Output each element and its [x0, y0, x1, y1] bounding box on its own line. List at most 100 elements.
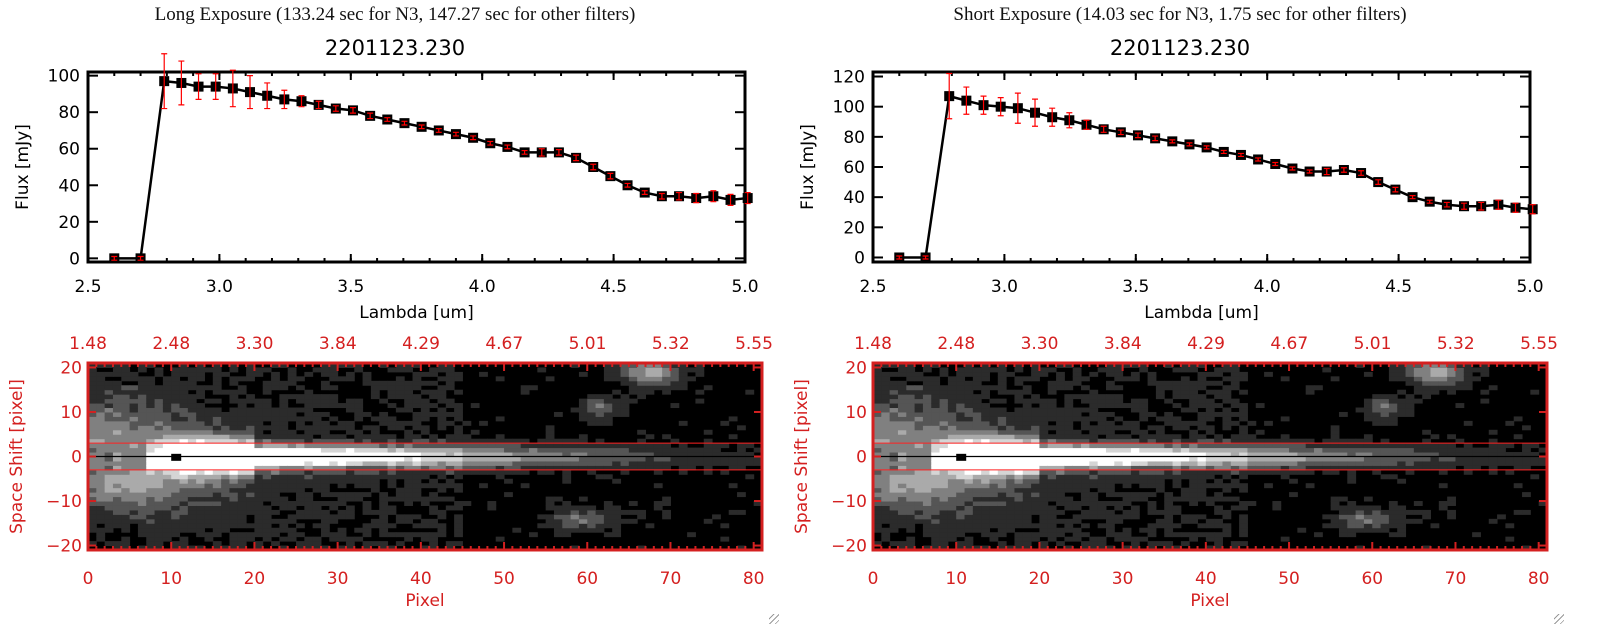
image-pixel	[922, 434, 932, 440]
image-pixel	[104, 443, 114, 449]
image-pixel	[1239, 523, 1248, 529]
image-pixel	[889, 425, 899, 431]
image-pixel	[1081, 394, 1090, 400]
error-bar	[315, 100, 322, 110]
image-pixel	[1422, 389, 1432, 395]
image-pixel	[956, 523, 966, 529]
image-pixel	[1022, 376, 1032, 382]
image-pixel	[146, 376, 156, 382]
image-pixel	[229, 496, 239, 502]
image-pixel	[1072, 487, 1082, 493]
image-pixel	[897, 416, 907, 422]
image-pixel	[1197, 411, 1207, 417]
image-pixel	[479, 420, 488, 426]
image-pixel	[146, 416, 156, 422]
error-bar	[281, 89, 288, 110]
image-pixel	[1447, 371, 1456, 377]
image-pixel	[271, 447, 280, 453]
image-pixel	[881, 416, 891, 422]
image-pixel	[262, 523, 272, 529]
image-pixel	[146, 487, 156, 493]
image-pixel	[254, 492, 264, 498]
image-pixel	[956, 496, 966, 502]
image-pixel	[981, 501, 990, 506]
image-pixel	[512, 443, 522, 449]
image-pixel	[112, 363, 122, 368]
image-pixel	[603, 420, 613, 426]
image-pixel	[1056, 460, 1065, 466]
image-pixel	[362, 523, 372, 529]
image-pixel	[595, 465, 605, 471]
image-pixel	[1355, 363, 1365, 368]
image-pixel	[1172, 420, 1182, 426]
image-pixel	[1222, 385, 1232, 391]
image-pixel	[1197, 385, 1207, 391]
image-pixel	[1363, 447, 1373, 453]
image-pixel	[187, 527, 197, 533]
resize-grip[interactable]	[1554, 614, 1564, 624]
image-pixel	[1122, 501, 1132, 506]
image-pixel	[897, 505, 907, 511]
image-pixel	[922, 407, 932, 413]
image-pixel	[129, 385, 139, 391]
image-pixel	[545, 429, 555, 435]
image-pixel	[1222, 496, 1232, 502]
image-pixel	[1072, 447, 1082, 453]
image-pixel	[337, 456, 347, 462]
image-pixel	[1014, 394, 1024, 400]
image-pixel	[570, 456, 580, 462]
image-pixel	[1405, 403, 1415, 409]
image-pixel	[728, 456, 738, 462]
image-pixel	[395, 389, 405, 395]
image-pixel	[1014, 380, 1024, 386]
image-pixel	[320, 443, 330, 449]
image-pixel	[445, 434, 455, 440]
image-pixel	[1006, 469, 1015, 475]
image-pixel	[271, 371, 280, 377]
image-pixel	[104, 429, 114, 435]
resize-grip[interactable]	[769, 614, 779, 624]
image-pixel	[989, 505, 999, 511]
image-pixel	[387, 469, 397, 475]
image-pixel	[279, 380, 289, 386]
image-pixel	[337, 420, 347, 426]
image-pixel	[146, 492, 156, 498]
image-pixel	[578, 509, 588, 515]
image-pixel	[553, 456, 563, 462]
image-pixel	[387, 443, 397, 449]
image-pixel	[603, 363, 613, 368]
image-pixel	[1147, 527, 1157, 533]
image-pixel	[712, 460, 721, 466]
image-pixel	[104, 416, 114, 422]
image-pixel	[1081, 532, 1090, 538]
image-pixel	[1072, 478, 1082, 484]
image-pixel	[329, 434, 339, 440]
image-pixel	[1114, 501, 1124, 506]
image-pixel	[96, 403, 106, 409]
image-pixel	[1230, 545, 1240, 551]
image-pixel	[487, 438, 497, 444]
image-pixel	[1047, 460, 1057, 466]
image-pixel	[981, 425, 990, 431]
image-pixel	[1205, 389, 1215, 395]
image-pixel	[981, 469, 990, 475]
image-pixel	[154, 465, 164, 471]
image-pixel	[1097, 545, 1107, 551]
image-pixel	[96, 443, 106, 449]
image-pixel	[645, 523, 655, 529]
image-pixel	[420, 474, 430, 480]
image-pixel	[246, 474, 255, 480]
image-pixel	[437, 456, 447, 462]
image-pixel	[187, 509, 197, 515]
image-pixel	[1064, 398, 1074, 404]
image-pixel	[320, 469, 330, 475]
image-pixel	[204, 514, 214, 520]
image-pixel	[997, 474, 1007, 480]
image-pixel	[1505, 523, 1515, 529]
image-pixel	[1455, 456, 1465, 462]
image-pixel	[981, 434, 990, 440]
image-pixel	[237, 376, 247, 382]
image-pixel	[897, 429, 907, 435]
image-pixel	[1189, 447, 1199, 453]
image-pixel	[1155, 456, 1165, 462]
